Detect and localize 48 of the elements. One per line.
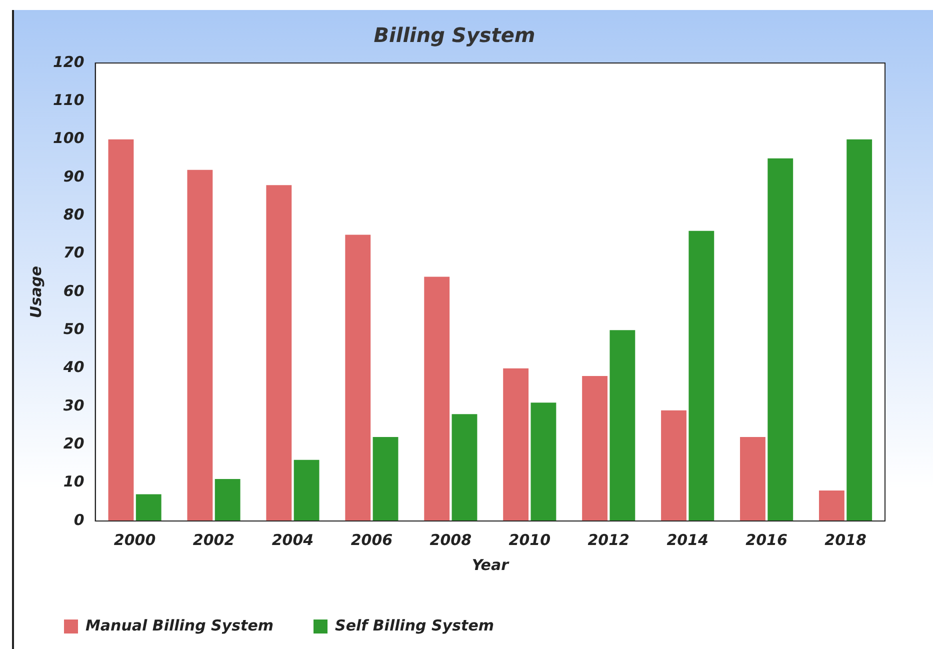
y-tick-label: 30 <box>63 396 84 414</box>
y-tick-label: 50 <box>63 320 84 338</box>
bar <box>108 139 134 521</box>
chart-title: Billing System <box>374 23 536 48</box>
y-tick-label: 60 <box>63 282 84 300</box>
y-tick-label: 70 <box>63 244 84 262</box>
bar <box>187 170 213 521</box>
bar <box>661 410 686 521</box>
x-axis-title: Year <box>472 556 510 574</box>
x-tick-label: 2012 <box>588 530 630 549</box>
y-tick-label: 0 <box>74 510 84 529</box>
y-tick-label: 80 <box>63 206 84 224</box>
x-tick-label: 2008 <box>430 530 472 549</box>
y-tick-label: 40 <box>62 358 84 376</box>
bar <box>372 437 398 521</box>
x-tick-label: 2002 <box>192 530 235 549</box>
y-tick-label: 20 <box>63 434 84 453</box>
bar <box>452 414 478 521</box>
bar <box>214 479 240 521</box>
bar <box>688 230 714 521</box>
bar <box>294 460 320 521</box>
bar <box>136 494 162 521</box>
y-tick-label: 100 <box>53 129 84 148</box>
bar <box>740 437 766 521</box>
x-tick-label: 2014 <box>666 530 708 549</box>
y-tick-label: 120 <box>53 52 84 71</box>
bar <box>266 185 292 521</box>
y-tick-label: 10 <box>63 472 84 491</box>
x-tick-label: 2010 <box>508 530 551 549</box>
y-axis-title: Usage <box>26 266 45 318</box>
y-tick-label: 110 <box>53 91 84 110</box>
bar <box>345 234 371 521</box>
x-tick-label: 2016 <box>746 530 788 549</box>
x-tick-label: 2018 <box>824 530 866 549</box>
bar <box>503 368 529 521</box>
bar <box>582 376 608 521</box>
y-tick-label: 90 <box>63 167 84 186</box>
bar <box>818 490 844 521</box>
bar <box>424 276 450 521</box>
x-tick-label: 2000 <box>114 530 156 549</box>
bar <box>530 402 556 521</box>
bar <box>610 330 636 521</box>
bar <box>768 158 794 521</box>
bar <box>846 139 872 521</box>
legend-label: Self Billing System <box>335 616 494 634</box>
legend-label: Manual Billing System <box>86 616 274 634</box>
x-tick-label: 2004 <box>272 530 314 549</box>
x-tick-label: 2006 <box>350 530 393 549</box>
